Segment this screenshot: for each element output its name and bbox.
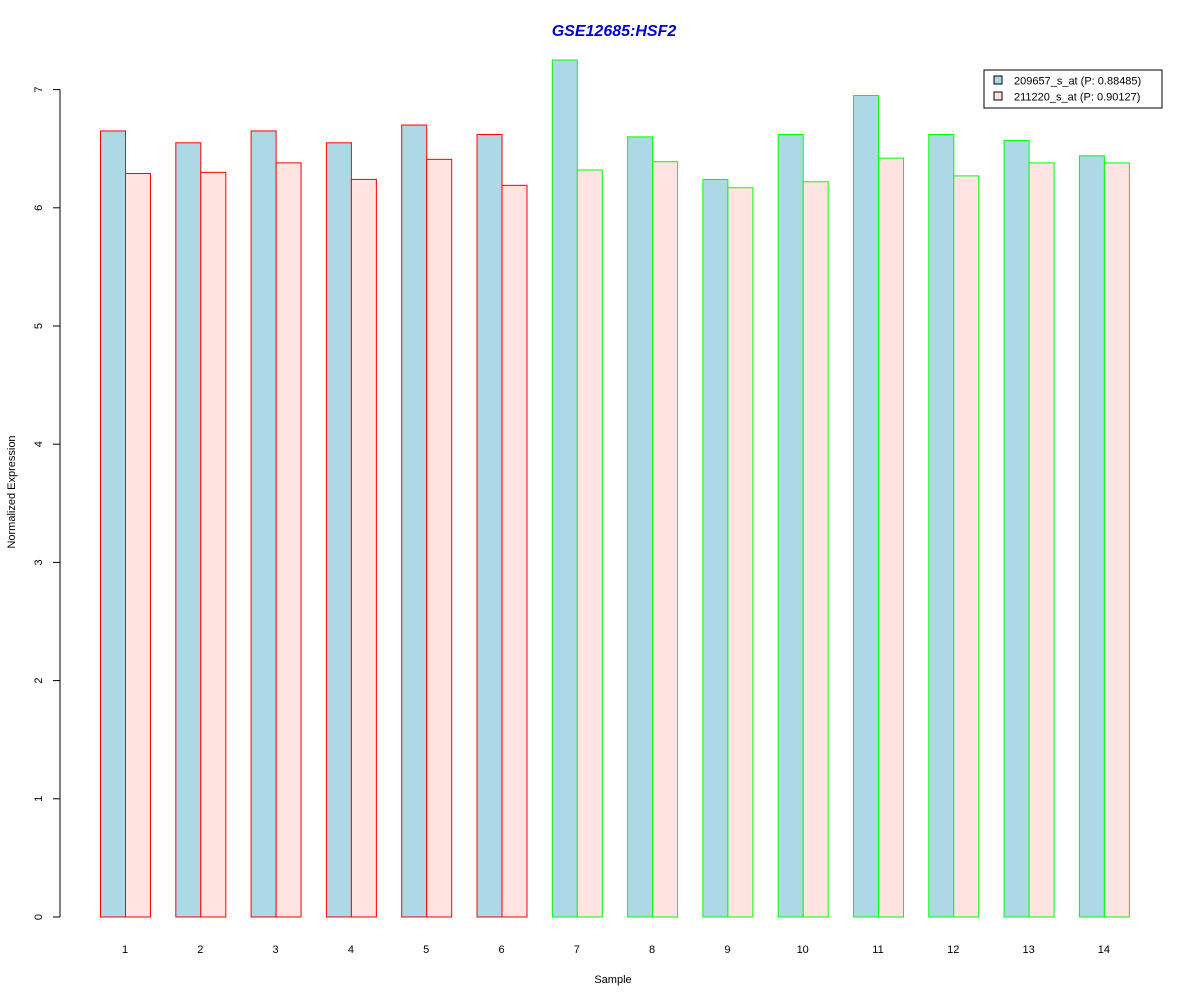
- bar-series-2-sample-13: [1028, 162, 1055, 918]
- y-tick-label: 4: [33, 441, 45, 447]
- bar-series-2-sample-12: [953, 175, 980, 918]
- chart-title: GSE12685:HSF2: [552, 23, 677, 40]
- bar-series-1-sample-2: [175, 142, 202, 918]
- x-tick-label: 9: [724, 944, 730, 956]
- bar-series-2-sample-8: [652, 161, 679, 918]
- bar-series-2-sample-3: [275, 162, 302, 918]
- x-tick-label: 13: [1022, 944, 1034, 956]
- bar-series-2-sample-6: [501, 184, 528, 918]
- bar-series-2-sample-10: [802, 181, 829, 918]
- y-tick-label: 0: [33, 914, 45, 920]
- x-tick-label: 4: [348, 944, 354, 956]
- bar-series-2-sample-5: [426, 158, 453, 918]
- bar-series-1-sample-10: [777, 134, 804, 918]
- bar-series-2-sample-9: [727, 187, 754, 918]
- y-axis: 0 1 2 3 4 5 6 7: [33, 87, 61, 920]
- bar-series-1-sample-13: [1003, 139, 1030, 918]
- y-tick-label: 1: [33, 796, 45, 802]
- x-tick-labels: 1 2 3 4 5 6 7 8 9 10 11 12 13 14: [122, 944, 1110, 956]
- x-axis-label: Sample: [594, 974, 631, 986]
- x-tick-label: 11: [872, 944, 883, 956]
- legend: 209657_s_at (P: 0.88485) 211220_s_at (P:…: [983, 69, 1163, 109]
- bar-series-2-sample-7: [576, 169, 603, 918]
- bar-series-2-sample-1: [125, 173, 151, 918]
- legend-swatch-series-2: [993, 91, 1003, 101]
- bar-series-1-sample-11: [853, 95, 879, 918]
- x-tick-label: 1: [122, 944, 128, 956]
- legend-label-series-2: 211220_s_at (P: 0.90127): [1014, 92, 1140, 104]
- x-tick-label: 14: [1098, 944, 1110, 956]
- bar-series-1-sample-1: [100, 130, 126, 918]
- y-tick-label: 7: [33, 87, 45, 93]
- y-tick-label: 5: [33, 323, 45, 329]
- x-tick-label: 5: [423, 944, 429, 956]
- x-tick-label: 12: [947, 944, 959, 956]
- bar-series-1-sample-5: [401, 124, 428, 918]
- bar-series-1-sample-3: [250, 130, 277, 918]
- y-tick-label: 2: [33, 678, 45, 684]
- bar-series-1-sample-8: [627, 136, 654, 918]
- bar-series-2-sample-2: [200, 171, 227, 918]
- x-tick-label: 6: [498, 944, 504, 956]
- bar-series-1-sample-12: [928, 134, 955, 918]
- legend-box: [983, 69, 1163, 109]
- bar-series-1-sample-14: [1078, 155, 1105, 918]
- bar-series-1-sample-7: [551, 59, 578, 918]
- x-tick-label: 8: [649, 944, 655, 956]
- y-tick-label: 6: [33, 205, 45, 211]
- bars: [100, 59, 1130, 918]
- bar-series-2-sample-14: [1103, 162, 1130, 918]
- y-tick-label: 3: [33, 559, 45, 565]
- x-tick-label: 2: [197, 944, 203, 956]
- bar-series-1-sample-6: [476, 134, 503, 918]
- bar-series-2-sample-11: [878, 157, 904, 918]
- x-tick-label: 7: [574, 944, 580, 956]
- legend-label-series-1: 209657_s_at (P: 0.88485): [1014, 76, 1141, 88]
- x-tick-label: 3: [273, 944, 279, 956]
- bar-series-1-sample-4: [325, 142, 352, 918]
- y-axis-label: Normalized Expression: [6, 435, 18, 548]
- bar-series-2-sample-4: [350, 178, 377, 918]
- bar-series-1-sample-9: [702, 178, 729, 918]
- legend-swatch-series-1: [993, 75, 1003, 85]
- x-tick-label: 10: [797, 944, 809, 956]
